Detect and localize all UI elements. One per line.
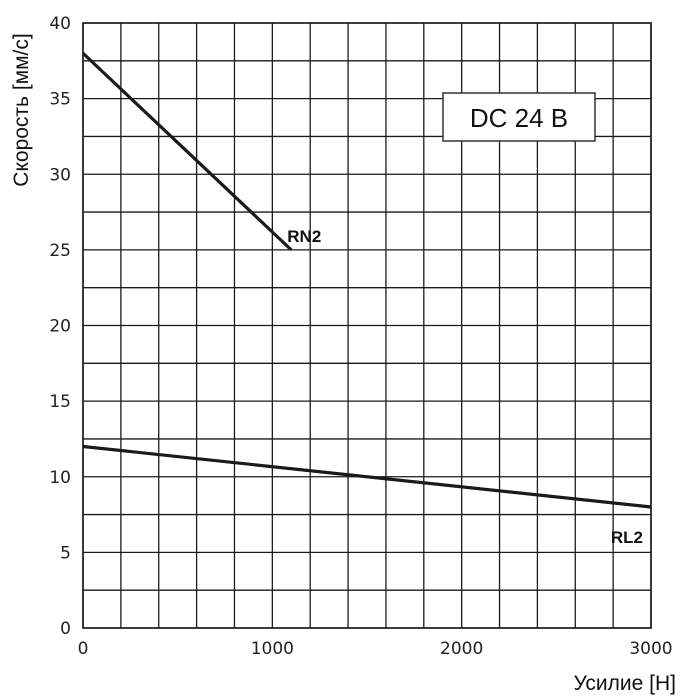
series-layer — [81, 52, 652, 509]
annotation-frame — [442, 92, 596, 142]
plot-frame — [82, 22, 652, 629]
annotation-box: DC 24 В — [442, 92, 596, 142]
y-tick-label: 40 — [49, 14, 71, 34]
series-label-rl2: RL2 — [611, 528, 643, 547]
y-tick-label: 15 — [49, 392, 71, 412]
y-tick-label: 35 — [49, 90, 71, 110]
x-tick-label: 1000 — [251, 639, 294, 659]
y-axis-title: Скорость [мм/с] — [10, 33, 33, 186]
y-tick-label: 20 — [49, 317, 71, 337]
y-tick-label: 5 — [60, 543, 71, 563]
y-tick-label: 25 — [49, 241, 71, 261]
y-tick-label: 30 — [49, 165, 71, 185]
series-label-rn2: RN2 — [287, 227, 321, 246]
y-tick-label: 10 — [49, 468, 71, 488]
x-tick-label: 0 — [78, 639, 89, 659]
tick-labels: 0 5 10 15 20 25 30 35 40 0 1000 2000 3000 — [49, 14, 672, 659]
series-line-rn2 — [81, 52, 293, 252]
x-tick-label: 3000 — [629, 639, 672, 659]
y-tick-label: 0 — [60, 619, 71, 639]
x-axis-title: Усилие [Н] — [574, 672, 677, 695]
annotation-text: DC 24 В — [470, 103, 568, 133]
series-labels: RN2 RL2 — [287, 227, 643, 547]
series-line-rl2 — [82, 444, 652, 509]
x-tick-label: 2000 — [440, 639, 483, 659]
